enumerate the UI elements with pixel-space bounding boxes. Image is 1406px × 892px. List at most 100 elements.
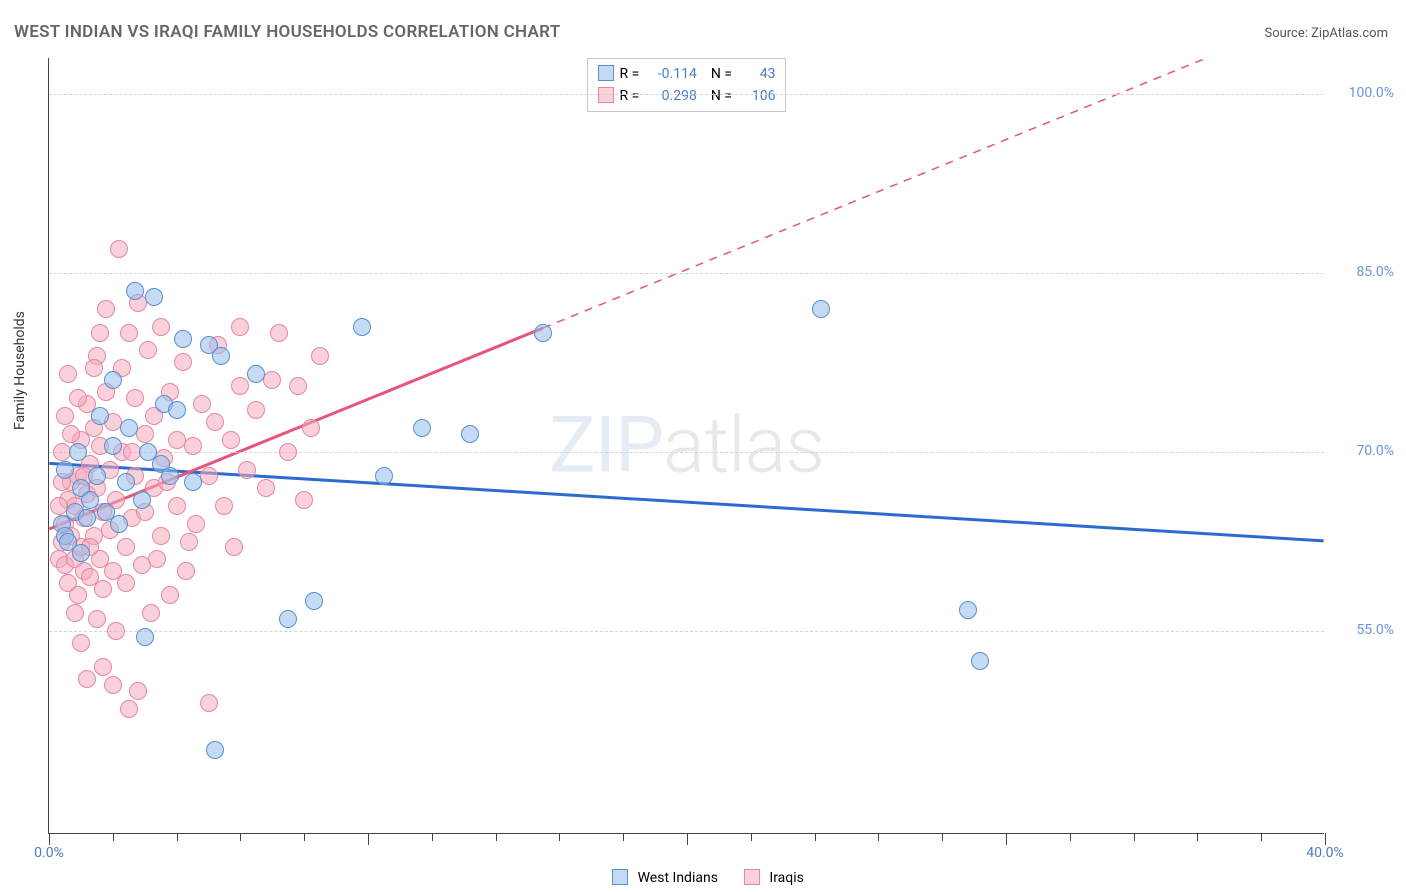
y-axis-label: Family Households bbox=[12, 311, 28, 430]
x-tick-minor bbox=[240, 833, 241, 841]
data-point bbox=[413, 419, 431, 437]
data-point bbox=[72, 544, 90, 562]
data-point bbox=[305, 592, 323, 610]
data-point bbox=[104, 371, 122, 389]
data-point bbox=[69, 586, 87, 604]
data-point bbox=[247, 401, 265, 419]
x-tick-minor bbox=[1134, 833, 1135, 841]
x-tick-major bbox=[1006, 833, 1007, 845]
x-tick-minor bbox=[815, 833, 816, 841]
data-point bbox=[193, 395, 211, 413]
legend-row: R = -0.114 N = 43 bbox=[598, 63, 776, 85]
data-point bbox=[110, 515, 128, 533]
data-point bbox=[238, 461, 256, 479]
n-label: N = bbox=[711, 66, 736, 82]
data-point bbox=[56, 461, 74, 479]
data-point bbox=[91, 324, 109, 342]
data-point bbox=[263, 371, 281, 389]
data-point bbox=[117, 473, 135, 491]
data-point bbox=[215, 497, 233, 515]
series-legend: West Indians Iraqis bbox=[0, 869, 1406, 886]
data-point bbox=[94, 658, 112, 676]
data-point bbox=[161, 467, 179, 485]
data-point bbox=[461, 425, 479, 443]
source-value: ZipAtlas.com bbox=[1311, 26, 1388, 41]
x-tick-label: 40.0% bbox=[1306, 845, 1344, 861]
data-point bbox=[148, 550, 166, 568]
data-point bbox=[231, 377, 249, 395]
data-point bbox=[161, 586, 179, 604]
data-point bbox=[812, 300, 830, 318]
data-point bbox=[88, 610, 106, 628]
data-point bbox=[69, 443, 87, 461]
y-tick-label: 100.0% bbox=[1334, 85, 1394, 101]
data-point bbox=[91, 407, 109, 425]
data-point bbox=[311, 347, 329, 365]
data-point bbox=[104, 676, 122, 694]
data-point bbox=[184, 473, 202, 491]
data-point bbox=[72, 634, 90, 652]
x-tick-major bbox=[687, 833, 688, 845]
n-value: 106 bbox=[735, 85, 775, 107]
data-point bbox=[110, 240, 128, 258]
data-point bbox=[142, 604, 160, 622]
legend-label: West Indians bbox=[634, 870, 718, 886]
data-point bbox=[180, 533, 198, 551]
data-point bbox=[279, 443, 297, 461]
source-label: Source: bbox=[1264, 26, 1311, 41]
data-point bbox=[959, 601, 977, 619]
gridline bbox=[49, 631, 1324, 632]
r-value: -0.114 bbox=[643, 63, 697, 85]
data-point bbox=[85, 359, 103, 377]
chart-title: WEST INDIAN VS IRAQI FAMILY HOUSEHOLDS C… bbox=[14, 22, 560, 42]
data-point bbox=[270, 324, 288, 342]
data-point bbox=[257, 479, 275, 497]
data-point bbox=[126, 282, 144, 300]
x-tick-minor bbox=[432, 833, 433, 841]
data-point bbox=[120, 419, 138, 437]
data-point bbox=[59, 365, 77, 383]
data-point bbox=[120, 700, 138, 718]
data-point bbox=[152, 318, 170, 336]
y-tick-label: 55.0% bbox=[1334, 622, 1394, 638]
data-point bbox=[206, 741, 224, 759]
data-point bbox=[120, 324, 138, 342]
data-point bbox=[168, 497, 186, 515]
scatter-chart: ZIPatlas R = -0.114 N = 43R = 0.298N = 10… bbox=[48, 58, 1324, 834]
x-tick-minor bbox=[113, 833, 114, 841]
data-point bbox=[184, 437, 202, 455]
data-point bbox=[94, 580, 112, 598]
trend-lines bbox=[49, 58, 1324, 833]
x-tick-major bbox=[368, 833, 369, 845]
data-point bbox=[971, 652, 989, 670]
legend-swatch bbox=[598, 65, 614, 81]
gridline bbox=[49, 94, 1324, 95]
x-tick-label: 0.0% bbox=[34, 845, 64, 861]
x-tick-minor bbox=[559, 833, 560, 841]
data-point bbox=[66, 604, 84, 622]
x-tick-minor bbox=[942, 833, 943, 841]
data-point bbox=[88, 467, 106, 485]
x-tick-minor bbox=[496, 833, 497, 841]
data-point bbox=[152, 527, 170, 545]
x-tick-minor bbox=[1261, 833, 1262, 841]
data-point bbox=[126, 389, 144, 407]
data-point bbox=[139, 443, 157, 461]
legend-label: Iraqis bbox=[766, 870, 804, 886]
data-point bbox=[200, 694, 218, 712]
r-label: R = bbox=[620, 66, 643, 82]
y-tick-label: 70.0% bbox=[1334, 443, 1394, 459]
source-attribution: Source: ZipAtlas.com bbox=[1264, 26, 1388, 41]
data-point bbox=[117, 574, 135, 592]
n-value: 43 bbox=[735, 63, 775, 85]
data-point bbox=[212, 347, 230, 365]
data-point bbox=[534, 324, 552, 342]
watermark: ZIPatlas bbox=[549, 400, 824, 491]
data-point bbox=[353, 318, 371, 336]
correlation-legend: R = -0.114 N = 43R = 0.298N = 106 bbox=[587, 58, 787, 112]
r-label: R = bbox=[620, 88, 643, 104]
x-tick-minor bbox=[878, 833, 879, 841]
data-point bbox=[129, 682, 147, 700]
gridline bbox=[49, 452, 1324, 453]
legend-row: R = 0.298N = 106 bbox=[598, 85, 776, 107]
